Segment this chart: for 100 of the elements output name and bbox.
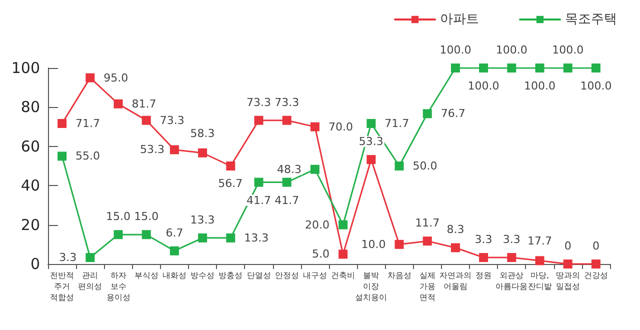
legend-label: 목조주택 xyxy=(565,12,617,27)
point xyxy=(198,148,208,158)
data-label: 73.3 xyxy=(160,114,184,127)
data-label: 100.0 xyxy=(580,80,612,92)
data-label: 76.7 xyxy=(440,107,466,120)
point xyxy=(535,64,544,72)
point xyxy=(254,178,264,187)
data-label: 3.3 xyxy=(474,233,492,246)
data-label: 8.3 xyxy=(446,223,464,236)
annotation: 53.3 xyxy=(140,143,164,156)
data-label: 6.7 xyxy=(166,226,184,240)
point xyxy=(422,109,432,118)
point xyxy=(563,64,572,72)
data-label: 71.7 xyxy=(384,116,410,130)
data-label: 13.3 xyxy=(190,213,215,226)
point xyxy=(310,164,320,174)
point xyxy=(450,243,460,252)
point xyxy=(170,246,179,256)
data-label: 73.3 xyxy=(246,96,271,109)
data-label: 95.0 xyxy=(104,71,128,84)
data-label: 15.0 xyxy=(106,210,130,224)
x-tick-label: 외관상 아름다움 xyxy=(496,271,528,291)
x-tick-label: 실제 가용 면적 xyxy=(419,271,436,302)
point xyxy=(450,64,460,72)
point xyxy=(338,250,348,259)
x-tick-label: 전반적 주거 적합성 xyxy=(50,271,74,302)
annotation: 17.7 xyxy=(528,234,552,248)
point xyxy=(254,116,264,125)
x-tick-label: 정원 xyxy=(476,271,492,280)
point xyxy=(338,220,348,230)
point xyxy=(114,230,123,240)
data-label: 20.0 xyxy=(305,218,330,232)
point xyxy=(282,116,292,125)
data-label: 100.0 xyxy=(552,44,584,56)
y-tick-label: 60 xyxy=(20,137,40,156)
point xyxy=(366,155,376,164)
x-tick-label: 불박 이장 설치용이 xyxy=(355,271,388,302)
y-tick-label: 40 xyxy=(20,176,40,195)
data-label: 55.0 xyxy=(76,150,100,163)
point xyxy=(310,122,320,132)
point xyxy=(563,260,572,268)
y-tick-label: 20 xyxy=(20,216,40,234)
point xyxy=(535,256,544,266)
point xyxy=(86,73,95,82)
point xyxy=(479,64,488,72)
y-tick-label: 100 xyxy=(11,59,40,77)
x-tick-label: 내화성 xyxy=(162,271,186,280)
data-label: 15.0 xyxy=(134,210,159,224)
legend-label: 아파트 xyxy=(440,12,479,27)
x-tick-label: 방수성 xyxy=(190,271,215,280)
point xyxy=(422,236,432,246)
point xyxy=(142,116,151,125)
point xyxy=(507,64,516,72)
x-tick-label: 내구성 xyxy=(302,271,327,280)
point xyxy=(507,253,516,262)
data-label: 73.3 xyxy=(274,96,300,109)
annotation: 56.7 xyxy=(218,177,243,190)
data-label: 100.0 xyxy=(440,44,472,56)
point xyxy=(226,233,236,242)
data-label: 100.0 xyxy=(524,80,556,92)
point xyxy=(282,178,292,187)
data-label: 10.0 xyxy=(361,238,386,251)
x-tick-label: 하자 보수 용이성 xyxy=(106,271,130,302)
x-tick-label: 땅과의 밀접성 xyxy=(556,271,580,291)
data-label: 71.7 xyxy=(76,116,100,130)
data-label: 5.0 xyxy=(312,248,330,261)
point xyxy=(394,162,404,170)
x-tick-label: 부식성 xyxy=(134,271,158,280)
x-tick-label: 건강성 xyxy=(584,271,608,280)
point xyxy=(366,118,376,128)
x-tick-label: 방충성 xyxy=(218,271,243,280)
x-tick-label: 건축비 xyxy=(331,271,356,280)
point xyxy=(58,118,67,128)
point xyxy=(114,99,123,108)
point xyxy=(591,64,600,72)
data-label: 41.7 xyxy=(246,194,271,207)
data-label: 48.3 xyxy=(276,162,302,176)
data-label: 70.0 xyxy=(328,120,353,134)
data-label: 0 xyxy=(564,240,572,252)
data-label: 13.3 xyxy=(244,231,269,244)
annotation: 58.3 xyxy=(190,126,215,140)
point xyxy=(394,240,404,249)
data-label: 0 xyxy=(592,240,600,252)
data-label: 100.0 xyxy=(468,80,500,92)
point xyxy=(479,253,488,262)
data-label: 81.7 xyxy=(132,97,156,110)
data-label: 41.7 xyxy=(274,194,300,207)
x-tick-label: 단열성 xyxy=(246,271,271,280)
x-tick-label: 관리 편의성 xyxy=(78,271,102,291)
data-label: 100.0 xyxy=(496,44,528,56)
data-label: 50.0 xyxy=(412,160,438,172)
data-label: 3.3 xyxy=(502,233,520,246)
y-tick-label: 80 xyxy=(20,98,40,116)
x-tick-label: 차음성 xyxy=(387,271,412,280)
x-tick-label: 마당, 잔디밭 xyxy=(528,271,552,291)
point xyxy=(58,152,67,161)
data-label: 11.7 xyxy=(415,216,440,230)
data-label: 3.3 xyxy=(59,251,77,264)
point xyxy=(86,253,95,262)
data-label: 53.3 xyxy=(358,135,384,148)
